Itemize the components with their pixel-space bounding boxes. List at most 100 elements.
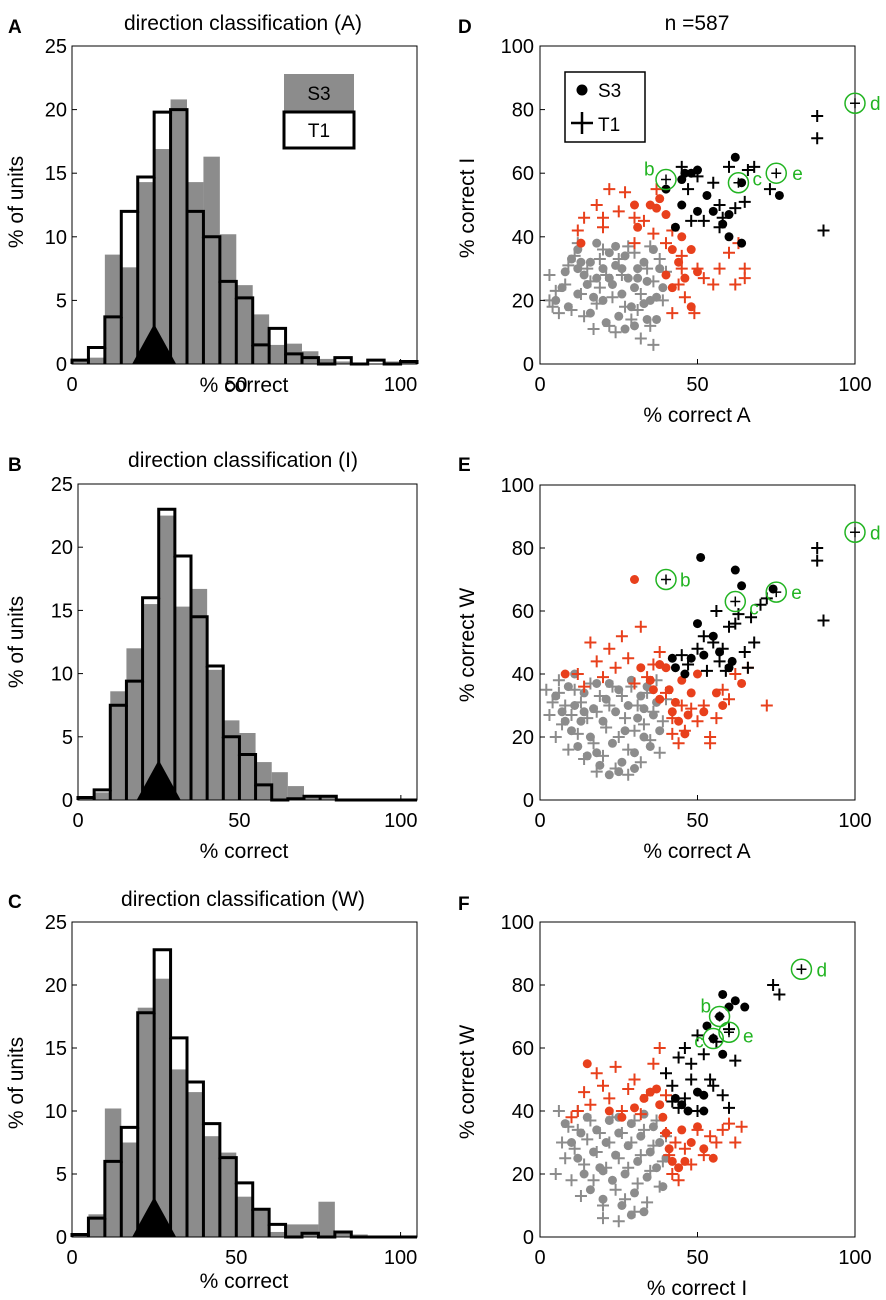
s3-bar [219, 234, 237, 364]
gray-s3-point [585, 1185, 595, 1195]
gray-t1-point [574, 1190, 587, 1203]
t1-step-outline [70, 948, 417, 1239]
chance-level-marker [132, 324, 177, 364]
x-tick-label: 0 [534, 1247, 545, 1269]
legend-marker-t1 [571, 112, 593, 134]
y-tick-label: 15 [45, 163, 67, 185]
s3-bar [158, 515, 175, 800]
gray-t1-point [540, 683, 553, 696]
highlighted-unit-ring [655, 568, 677, 591]
s3-bar [126, 648, 143, 800]
red-t1-point [678, 1142, 691, 1155]
red-t1-point [735, 1120, 748, 1133]
highlighted-unit-marker [724, 1027, 734, 1038]
red-t1-point [675, 699, 688, 712]
gray-s3-point [617, 757, 627, 767]
black-t1-point [675, 649, 688, 662]
black-t1-point [691, 170, 704, 183]
red-t1-point [650, 183, 663, 196]
highlighted-unit-ring [844, 92, 866, 114]
gray-t1-point [647, 275, 660, 288]
s3-bar [174, 606, 191, 800]
red-t1-point [660, 1127, 672, 1140]
red-s3-point [699, 707, 709, 717]
s3-bar [269, 344, 286, 364]
red-t1-point [678, 724, 691, 737]
red-t1-point [672, 278, 685, 291]
red-s3-point [686, 688, 696, 698]
highlight-label: d [870, 523, 881, 544]
red-s3-point [655, 194, 665, 204]
s3-bar [142, 604, 159, 800]
axes-frame [71, 921, 418, 1238]
red-s3-point [667, 245, 677, 255]
red-s3-point [648, 685, 658, 695]
black-s3-point [702, 190, 712, 200]
gray-t1-point [631, 303, 644, 316]
red-t1-point [691, 715, 704, 728]
gray-t1-point [562, 743, 575, 756]
gray-t1-point [619, 712, 632, 725]
black-t1-point [763, 183, 776, 196]
y-tick-label: 25 [51, 474, 73, 496]
black-s3-point [693, 206, 702, 216]
red-t1-point [628, 237, 641, 250]
gray-s3-point [633, 713, 643, 723]
panel-e-scatter: E % correct A % correct W b c e d 0 50 100 0 20 4… [456, 455, 881, 863]
black-t1-point [811, 542, 824, 554]
red-t1-point [622, 1082, 635, 1095]
chart-title: direction classification (W) [121, 888, 365, 911]
y-axis-label: % of units [5, 1037, 28, 1129]
black-t1-point [707, 636, 720, 649]
gray-t1-point [559, 699, 572, 712]
black-t1-point [738, 645, 751, 658]
y-axis-label: % correct W [456, 1025, 479, 1140]
black-t1-point [716, 642, 729, 655]
highlighted-unit-marker [796, 964, 807, 975]
highlighted-unit-marker [714, 1011, 725, 1022]
gray-t1-point [600, 721, 613, 734]
gray-t1-point [549, 1168, 562, 1180]
gray-s3-point [592, 678, 602, 688]
s3-bar [137, 182, 155, 364]
black-t1-point [697, 630, 710, 643]
scatter-plot-area: bc e d 0 50 100 0 20 40 60 80 100 [501, 912, 872, 1269]
panel-letter-f: F [458, 894, 470, 915]
gray-t1-point [644, 319, 657, 332]
gray-s3-point [633, 264, 643, 274]
red-s3-point [677, 232, 687, 242]
red-s3-point [560, 669, 570, 679]
red-t1-point [723, 693, 735, 706]
gray-t1-point [609, 762, 622, 775]
s3-bar [104, 1108, 122, 1237]
black-t1-point [811, 109, 824, 122]
x-axis-label: % correct [200, 374, 289, 397]
red-t1-point [571, 1105, 584, 1117]
highlight-label: d [816, 960, 827, 981]
s3-bar [104, 254, 122, 364]
gray-t1-point [574, 696, 587, 709]
y-axis-label: % of units [5, 156, 28, 248]
red-t1-point [710, 712, 723, 725]
black-t1-point [817, 614, 830, 627]
gray-t1-point [584, 677, 597, 690]
y-axis-label: % correct W [456, 588, 479, 703]
red-t1-point [666, 307, 679, 320]
black-t1-point [685, 214, 698, 227]
y-tick-label: 5 [62, 727, 73, 749]
gray-s3-point [652, 314, 662, 324]
red-t1-point [619, 186, 632, 199]
histogram-plot-area: 0 50 100 0 5 10 15 20 25 [45, 912, 418, 1269]
gray-t1-point [603, 319, 616, 332]
black-s3-point [730, 565, 740, 575]
gray-t1-point [584, 1114, 597, 1127]
legend-label-s3: S3 [598, 81, 621, 102]
gray-t1-point [619, 1193, 632, 1206]
black-t1-point [697, 1048, 710, 1061]
red-t1-point [685, 1158, 698, 1171]
red-s3-point [680, 273, 690, 283]
s3-bar [334, 1233, 352, 1237]
red-t1-point [628, 1073, 641, 1086]
x-tick-label: 0 [66, 374, 77, 396]
red-t1-point [615, 630, 628, 643]
